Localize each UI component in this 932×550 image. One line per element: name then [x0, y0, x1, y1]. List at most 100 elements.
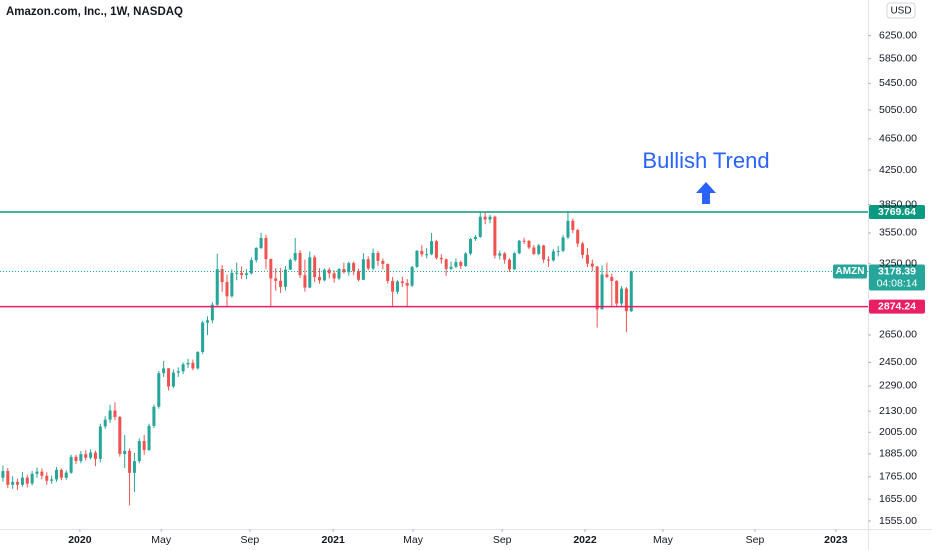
- candle-body: [395, 281, 399, 292]
- candle-body: [89, 452, 93, 458]
- candle-body: [386, 263, 390, 282]
- candle-body: [40, 471, 44, 476]
- candle-body: [512, 253, 516, 270]
- candle-body: [381, 260, 385, 264]
- candle-body: [488, 216, 492, 220]
- candle-body: [20, 477, 24, 485]
- candle-body: [527, 240, 531, 248]
- candle-body: [342, 269, 346, 273]
- x-tick-label: 2023: [824, 534, 848, 546]
- candle-body: [220, 269, 224, 283]
- candle-body: [561, 237, 565, 251]
- candle-body: [434, 241, 438, 258]
- candle-body: [352, 263, 356, 272]
- candle-body: [259, 237, 263, 249]
- candle-body: [11, 481, 15, 485]
- candle-body: [620, 288, 624, 304]
- y-tick-label: 3850.00: [879, 198, 917, 210]
- candles: [1, 211, 633, 506]
- currency-box[interactable]: [886, 2, 916, 19]
- candle-body: [191, 362, 195, 369]
- candle-body: [235, 272, 239, 274]
- candle-body: [147, 425, 151, 450]
- candle-body: [585, 254, 589, 264]
- candle-body: [113, 410, 117, 417]
- last-price-label: 3178.39: [878, 265, 916, 277]
- y-tick-label: 2450.00: [879, 356, 917, 368]
- candle-body: [542, 245, 546, 260]
- y-tick-label: 2290.00: [879, 380, 917, 392]
- y-tick-label: 1555.00: [879, 515, 917, 527]
- candle-body: [279, 280, 283, 287]
- currency-label[interactable]: USD: [890, 6, 911, 17]
- candle-body: [439, 257, 443, 260]
- candle-body: [79, 454, 83, 461]
- candle-body: [210, 304, 214, 321]
- x-tick-label: Sep: [241, 534, 260, 546]
- candle-body: [581, 243, 585, 255]
- annotation: Bullish Trend: [642, 148, 769, 173]
- candle-body: [430, 241, 434, 255]
- candle-body: [264, 237, 268, 260]
- candle-body: [576, 230, 580, 244]
- candle-body: [69, 456, 73, 473]
- candle-body: [493, 216, 497, 256]
- candle-body: [128, 450, 132, 473]
- candle-body: [176, 371, 180, 373]
- candle-body: [196, 351, 200, 369]
- candle-body: [1, 471, 5, 478]
- candle-body: [162, 368, 166, 374]
- candle-body: [25, 477, 29, 484]
- candle-body: [254, 248, 258, 261]
- candle-body: [45, 475, 49, 481]
- candle-body: [93, 452, 97, 459]
- candle-body: [186, 362, 190, 365]
- y-tick-label: 6250.00: [879, 29, 917, 41]
- y-tick-label: 2650.00: [879, 329, 917, 341]
- candle-body: [103, 419, 107, 427]
- candle-body: [283, 269, 287, 287]
- candle-body: [537, 245, 541, 255]
- candle-body: [157, 373, 161, 407]
- candle-body: [215, 269, 219, 305]
- candle-body: [293, 252, 297, 260]
- candle-body: [318, 276, 322, 281]
- candle-body: [142, 441, 146, 450]
- candle-body: [624, 288, 628, 312]
- x-tick-label: May: [653, 534, 674, 546]
- candle-body: [595, 266, 599, 310]
- candle-body: [240, 272, 244, 275]
- candle-body: [274, 278, 278, 281]
- y-tick-label: 2005.00: [879, 426, 917, 438]
- candle-body: [167, 368, 171, 387]
- trend-arrow: [696, 182, 716, 204]
- candle-body: [171, 372, 175, 387]
- candle-body: [152, 406, 156, 426]
- candle-body: [376, 252, 380, 261]
- candle-body: [6, 471, 10, 485]
- candle-body: [473, 236, 477, 239]
- symbol-box: [833, 264, 867, 279]
- candle-body: [420, 250, 424, 255]
- candle-body: [347, 263, 351, 273]
- y-tick-label: 5050.00: [879, 104, 917, 116]
- x-tick-label: 2020: [68, 534, 92, 546]
- chart-title: Amazon.com, Inc., 1W, NASDAQ: [6, 6, 183, 18]
- candle-body: [610, 276, 614, 281]
- x-tick-label: May: [151, 534, 172, 546]
- candle-body: [391, 281, 395, 292]
- candle-body: [410, 266, 414, 286]
- candle-body: [50, 479, 54, 481]
- x-tick-label: May: [403, 534, 424, 546]
- candle-body: [629, 271, 633, 312]
- candle-body: [137, 441, 141, 462]
- candle-body: [444, 259, 448, 269]
- candle-body: [469, 238, 473, 254]
- candle-body: [517, 240, 521, 254]
- candle-body: [249, 260, 253, 274]
- candle-body: [64, 472, 68, 478]
- candle-body: [546, 259, 550, 261]
- candle-body: [308, 257, 312, 288]
- candle-body: [298, 252, 302, 276]
